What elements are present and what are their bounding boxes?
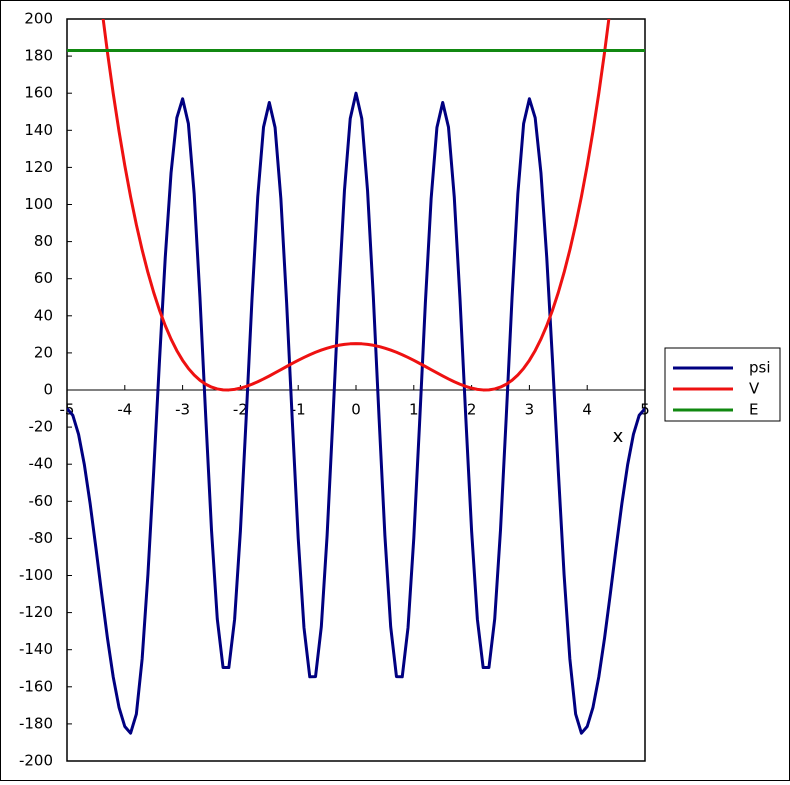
y-tick-label: 120 (24, 158, 53, 176)
x-tick-label: -2 (233, 401, 248, 419)
y-tick-label: -20 (29, 418, 54, 436)
x-tick-label: 3 (525, 401, 535, 419)
plot-area (67, 19, 645, 735)
y-tick-label: 180 (24, 47, 53, 65)
y-tick-label: 40 (34, 306, 53, 324)
y-tick-label: -80 (29, 529, 54, 547)
y-tick-label: 140 (24, 121, 53, 139)
y-tick-label: 200 (24, 10, 53, 28)
y-tick-label: 160 (24, 84, 53, 102)
x-tick-label: -3 (175, 401, 190, 419)
series-line (67, 91, 645, 735)
y-tick-label: -120 (19, 603, 53, 621)
y-tick-label: -140 (19, 640, 53, 658)
legend-label: E (749, 401, 758, 419)
y-tick-label: 0 (43, 381, 53, 399)
x-tick-label: 1 (409, 401, 419, 419)
y-tick-label: -180 (19, 714, 53, 732)
y-tick-label: -100 (19, 566, 53, 584)
y-tick-label: -160 (19, 677, 53, 695)
legend-label: V (749, 380, 760, 398)
x-tick-label: 4 (582, 401, 592, 419)
y-tick-label: 20 (34, 343, 53, 361)
x-tick-label: 2 (467, 401, 477, 419)
y-tick-label: 100 (24, 195, 53, 213)
series-line (101, 19, 611, 392)
y-tick-label: 60 (34, 269, 53, 287)
x-tick-label: -1 (291, 401, 306, 419)
x-tick-label: 0 (351, 401, 361, 419)
y-tick-label: -200 (19, 752, 53, 770)
x-tick-label: -4 (117, 401, 132, 419)
x-axis-label: x (613, 426, 624, 447)
y-tick-label: -60 (29, 492, 54, 510)
y-tick-label: 80 (34, 232, 53, 250)
y-tick-label: -40 (29, 455, 54, 473)
legend-label: psi (749, 359, 771, 377)
